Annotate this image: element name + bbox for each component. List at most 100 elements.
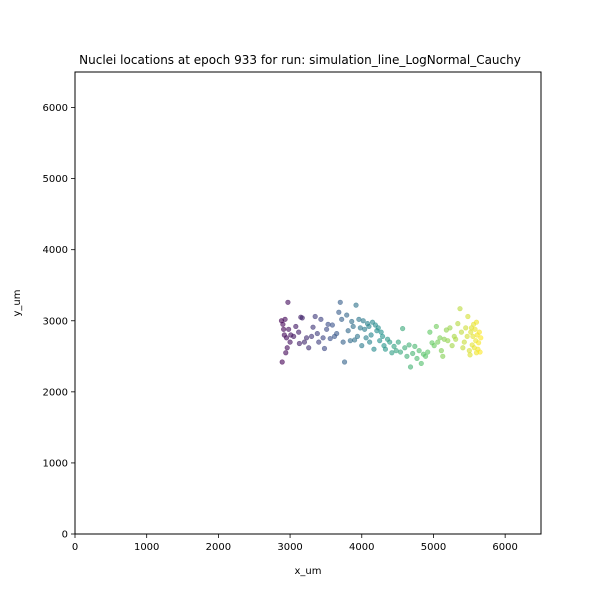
data-point [478,335,484,341]
data-point [354,333,361,340]
data-point [362,326,368,332]
data-point [352,337,358,343]
data-point [341,359,348,365]
chart-title: Nuclei locations at epoch 933 for run: s… [79,53,521,67]
data-point [366,323,372,330]
y-tick-label: 1000 [43,458,68,469]
data-point [404,353,410,359]
data-point [285,299,291,305]
data-point [282,316,288,322]
data-point [296,340,302,347]
data-point [280,321,286,327]
data-point [466,348,472,354]
data-point [283,350,289,356]
data-point [296,329,302,335]
data-point [387,339,393,345]
data-point [410,350,416,357]
data-point [400,325,406,332]
data-point [306,345,312,351]
data-point [453,336,459,342]
data-point [312,313,318,320]
data-point [308,333,315,340]
y-tick-label: 5000 [43,174,68,185]
data-point [463,325,469,331]
x-tick-label: 1000 [134,542,159,553]
data-point [303,335,310,341]
data-point [327,335,333,342]
data-point [407,364,414,370]
data-point [397,349,404,355]
data-point [437,335,443,341]
data-point [389,350,395,356]
x-axis-label: x_um [295,566,322,577]
data-point [449,343,455,349]
data-point [314,330,320,337]
y-tick-label: 0 [62,530,68,541]
data-point [301,339,308,345]
data-point [316,339,322,345]
data-point [418,360,424,367]
data-point [279,359,285,365]
data-point [367,339,373,345]
data-point [472,326,478,332]
data-point [455,321,461,327]
data-point [287,339,293,345]
data-point [406,342,412,348]
data-point [476,340,482,346]
data-point [291,333,297,340]
data-point [339,316,345,322]
data-point [324,326,330,332]
data-point [477,349,483,355]
data-point [433,323,439,330]
data-point [321,345,328,352]
y-tick-label: 4000 [43,245,68,256]
y-tick-label: 2000 [43,387,68,398]
data-point [360,318,366,324]
data-point [349,318,355,325]
data-point [356,316,362,322]
data-point [336,309,342,315]
data-point [359,343,365,349]
y-axis-label: y_um [12,290,23,317]
data-point [445,338,451,344]
x-tick-label: 6000 [492,542,517,553]
data-point [427,329,433,335]
data-point [461,339,467,345]
data-point [402,345,408,351]
data-point [476,329,482,335]
data-point [344,312,350,318]
data-point [357,325,363,331]
data-point [460,345,466,351]
data-point [414,355,420,362]
data-point [318,316,324,322]
data-point [284,345,290,351]
data-point [310,324,316,330]
data-point [393,348,399,354]
data-point [378,329,384,335]
y-tick-label: 6000 [43,103,68,114]
data-point [379,333,386,340]
data-point [329,322,335,328]
x-tick-label: 3000 [277,542,302,553]
data-point [325,321,331,327]
data-point [281,326,287,332]
data-point [468,329,474,335]
data-point [440,353,446,359]
data-point [347,338,353,344]
data-point [425,349,431,355]
data-point [368,332,374,338]
data-point [286,326,292,332]
data-point [337,299,343,305]
data-point [363,335,369,341]
data-point [465,313,471,320]
x-tick-label: 5000 [421,542,446,553]
data-point [371,346,377,352]
data-point [458,329,465,335]
x-tick-label: 4000 [349,542,374,553]
x-tick-label: 0 [72,542,78,553]
data-point [412,343,418,349]
data-point [345,328,351,334]
data-point [464,333,470,340]
